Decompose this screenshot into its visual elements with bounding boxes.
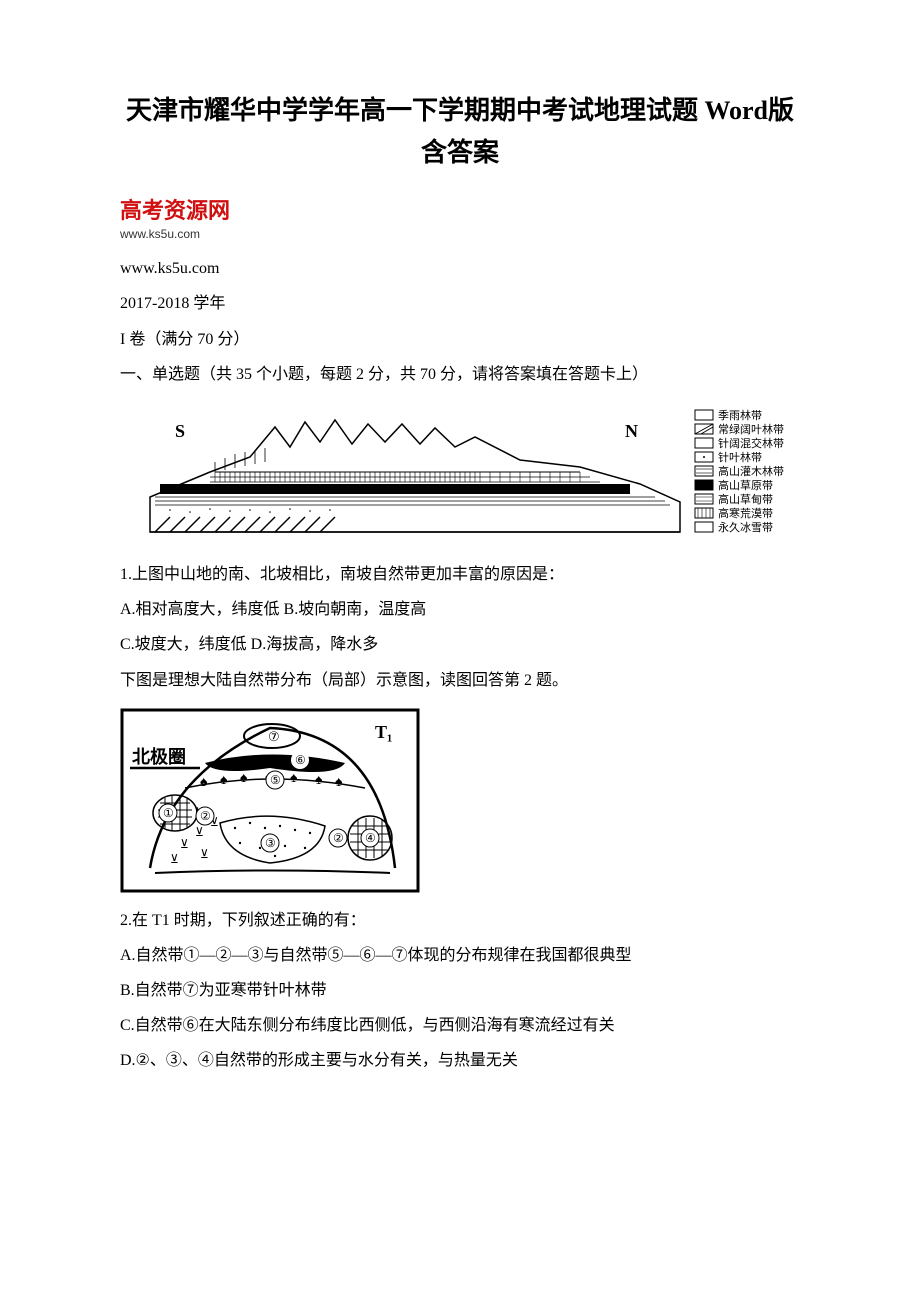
logo-text: 高考资源网 bbox=[120, 193, 800, 225]
svg-text:常绿阔叶林带: 常绿阔叶林带 bbox=[718, 422, 784, 436]
logo-url: www.ks5u.com bbox=[120, 227, 800, 241]
svg-text:♠: ♠ bbox=[240, 771, 248, 786]
svg-text:高山草甸带: 高山草甸带 bbox=[718, 492, 773, 506]
q2-intro: 下图是理想大陆自然带分布（局部）示意图，读图回答第 2 题。 bbox=[120, 663, 800, 698]
svg-text:②: ② bbox=[333, 831, 344, 845]
svg-text:⊻: ⊻ bbox=[200, 847, 209, 861]
svg-text:⊻: ⊻ bbox=[180, 837, 189, 851]
svg-text:高山草原带: 高山草原带 bbox=[718, 478, 773, 492]
south-label: S bbox=[175, 421, 185, 441]
svg-text:⑦: ⑦ bbox=[268, 729, 280, 744]
svg-text:③: ③ bbox=[265, 836, 276, 850]
page-title: 天津市耀华中学学年高一下学期期中考试地理试题 Word版含答案 bbox=[120, 90, 800, 173]
north-label: N bbox=[625, 421, 638, 441]
svg-text:季雨林带: 季雨林带 bbox=[718, 408, 762, 422]
svg-text:②: ② bbox=[200, 809, 211, 823]
url-line: www.ks5u.com bbox=[120, 251, 800, 286]
q2-optA: A.自然带①—②—③与自然带⑤—⑥—⑦体现的分布规律在我国都很典型 bbox=[120, 938, 800, 973]
svg-text:♠: ♠ bbox=[290, 771, 298, 786]
svg-text:针阔混交林带: 针阔混交林带 bbox=[718, 436, 784, 450]
mountain-figure: S N bbox=[120, 402, 800, 547]
q1-options-2: C.坡度大，纬度低 D.海拔高，降水多 bbox=[120, 627, 800, 662]
svg-text:④: ④ bbox=[365, 831, 376, 845]
svg-text:♠: ♠ bbox=[200, 775, 208, 790]
year-line: 2017-2018 学年 bbox=[120, 286, 800, 321]
q2-stem: 2.在 T1 时期，下列叙述正确的有： bbox=[120, 903, 800, 938]
arctic-label: 北极圈 bbox=[132, 747, 186, 767]
continent-svg: 北极圈 T₁ ⑦ ⑥ ♠♠♠ ♠♠♠ ♠ ⑤ ① bbox=[120, 708, 420, 893]
q2-optD: D.②、③、④自然带的形成主要与水分有关，与热量无关 bbox=[120, 1043, 800, 1078]
svg-text:永久冰雪带: 永久冰雪带 bbox=[718, 520, 773, 534]
mountain-svg: S N bbox=[120, 402, 800, 547]
svg-text:♠: ♠ bbox=[220, 773, 228, 788]
svg-text:高寒荒漠带: 高寒荒漠带 bbox=[718, 506, 773, 520]
svg-text:⑥: ⑥ bbox=[295, 753, 306, 767]
mountain-legend: 季雨林带 常绿阔叶林带 针阔混交林带 针叶林带 高山灌木林带 高山草原带 高山草… bbox=[695, 408, 784, 534]
logo-block: 高考资源网 www.ks5u.com bbox=[120, 193, 800, 241]
t1-label: T₁ bbox=[375, 722, 392, 742]
svg-text:⑤: ⑤ bbox=[270, 773, 281, 787]
svg-text:♠: ♠ bbox=[315, 773, 323, 788]
svg-text:⊻: ⊻ bbox=[170, 852, 179, 866]
svg-text:针叶林带: 针叶林带 bbox=[718, 450, 762, 464]
q1-stem: 1.上图中山地的南、北坡相比，南坡自然带更加丰富的原因是： bbox=[120, 557, 800, 592]
svg-text:⊻: ⊻ bbox=[195, 825, 204, 839]
q1-options-1: A.相对高度大，纬度低 B.坡向朝南，温度高 bbox=[120, 592, 800, 627]
svg-text:高山灌木林带: 高山灌木林带 bbox=[718, 464, 784, 478]
q2-optC: C.自然带⑥在大陆东侧分布纬度比西侧低，与西侧沿海有寒流经过有关 bbox=[120, 1008, 800, 1043]
continent-figure: 北极圈 T₁ ⑦ ⑥ ♠♠♠ ♠♠♠ ♠ ⑤ ① bbox=[120, 708, 800, 893]
section-line: I 卷（满分 70 分） bbox=[120, 322, 800, 357]
instructions-line: 一、单选题（共 35 个小题，每题 2 分，共 70 分，请将答案填在答题卡上） bbox=[120, 357, 800, 392]
svg-text:♠: ♠ bbox=[335, 775, 343, 790]
svg-text:①: ① bbox=[163, 806, 174, 820]
q2-optB: B.自然带⑦为亚寒带针叶林带 bbox=[120, 973, 800, 1008]
